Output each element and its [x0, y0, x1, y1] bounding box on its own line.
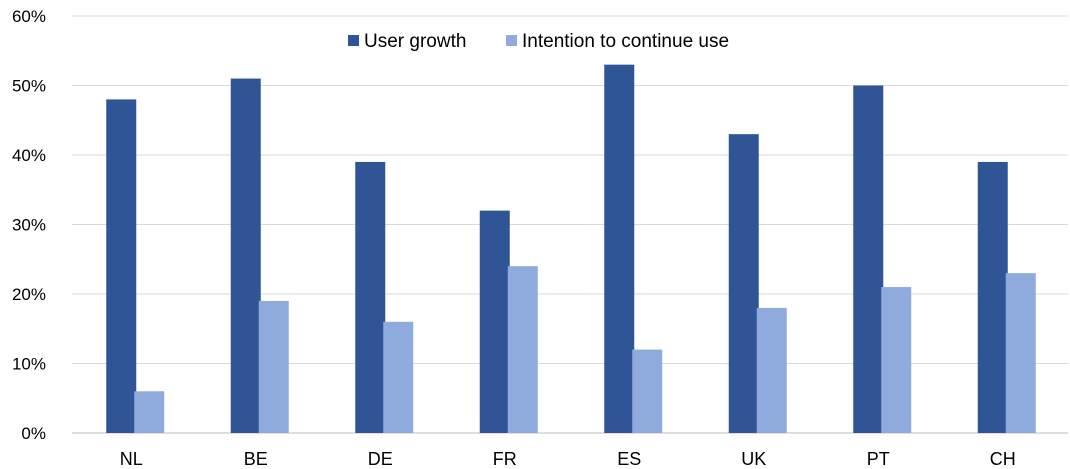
x-category-label: UK: [741, 449, 766, 469]
x-category-label: NL: [120, 449, 143, 469]
bar-ch-series-1: [977, 161, 1008, 433]
bar-fr-series-1: [479, 210, 510, 433]
bar-pt-series-2: [881, 287, 912, 433]
y-tick-label: 50%: [12, 77, 46, 96]
x-category-label: FR: [493, 449, 517, 469]
bar-es-series-1: [604, 64, 635, 434]
bar-uk-series-1: [728, 134, 759, 433]
y-tick-label: 20%: [12, 285, 46, 304]
x-category-label: DE: [368, 449, 393, 469]
x-category-label: PT: [867, 449, 890, 469]
y-tick-label: 60%: [12, 7, 46, 26]
y-tick-label: 30%: [12, 216, 46, 235]
x-axis-category-labels: NL BE DE FR ES UK PT CH: [120, 449, 1016, 469]
bar-pt-series-1: [853, 85, 884, 433]
bars: [106, 64, 1036, 434]
bar-de-series-2: [383, 321, 414, 433]
legend-swatch: [348, 35, 359, 46]
y-tick-label: 10%: [12, 355, 46, 374]
gridlines: [72, 15, 1068, 434]
y-tick-label: 40%: [12, 146, 46, 165]
y-tick-label: 0%: [21, 424, 46, 443]
bar-fr-series-2: [507, 266, 538, 433]
x-category-label: BE: [244, 449, 268, 469]
bar-nl-series-2: [134, 391, 165, 433]
x-category-label: ES: [617, 449, 641, 469]
bar-es-series-2: [632, 349, 663, 433]
bar-uk-series-2: [756, 307, 787, 433]
bar-ch-series-2: [1005, 273, 1036, 433]
bar-be-series-1: [230, 78, 261, 434]
x-category-label: CH: [990, 449, 1016, 469]
bar-be-series-2: [258, 300, 289, 433]
legend-label: Intention to continue use: [522, 31, 729, 52]
bar-de-series-1: [355, 161, 386, 433]
legend-label: User growth: [364, 31, 466, 52]
y-axis-tick-labels: 0% 10% 20% 30% 40% 50% 60%: [12, 7, 46, 443]
bar-nl-series-1: [106, 99, 137, 434]
legend-swatch: [506, 35, 517, 46]
legend: User growth Intention to continue use: [348, 31, 729, 52]
